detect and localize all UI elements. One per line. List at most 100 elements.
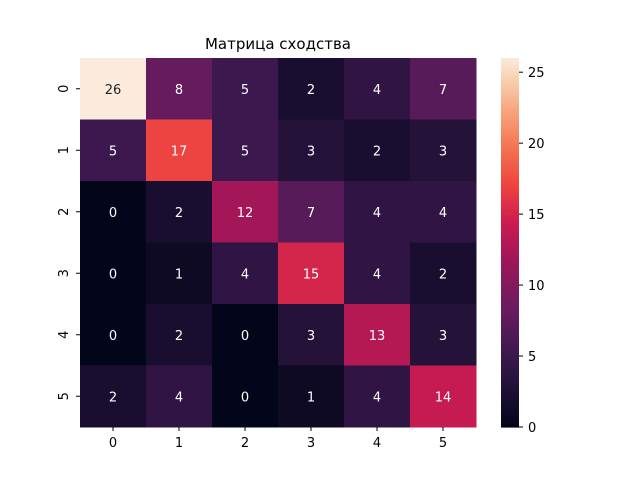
cell-value-label: 7	[307, 206, 315, 221]
cell-value-label: 14	[435, 390, 452, 405]
heatmap-cell	[278, 119, 345, 182]
colorbar-segment	[501, 150, 519, 154]
heatmap-cell	[212, 119, 279, 182]
colorbar-segment	[501, 67, 519, 71]
cell-value-label: 1	[175, 267, 183, 282]
colorbar-segment	[501, 107, 519, 111]
colorbar-tick-label: 5	[528, 350, 536, 365]
colorbar-segment	[501, 257, 519, 262]
cell-value-label: 5	[109, 144, 117, 159]
colorbar-segment	[501, 245, 519, 250]
colorbar-tick-label: 20	[528, 137, 545, 152]
colorbar-segment	[501, 196, 519, 201]
colorbar-segment	[501, 340, 519, 345]
colorbar-segment	[501, 322, 519, 327]
colorbar-segment	[501, 264, 519, 268]
colorbar-segment	[501, 316, 519, 320]
cell-value-label: 3	[307, 144, 315, 159]
colorbar-segment	[501, 88, 519, 93]
colorbar-segment	[501, 396, 519, 400]
heatmap-cell	[146, 242, 213, 305]
colorbar-segment	[501, 110, 519, 114]
heatmap-cell	[80, 365, 147, 428]
colorbar-segment	[501, 205, 519, 210]
heatmap-cell	[146, 58, 213, 120]
colorbar-segment	[501, 61, 519, 65]
colorbar-segment	[501, 134, 519, 139]
colorbar-segment	[501, 297, 519, 302]
y-tick-label: 0	[57, 85, 72, 93]
colorbar-segment	[501, 270, 519, 274]
cell-value-label: 5	[241, 83, 249, 98]
colorbar-segment	[501, 328, 519, 333]
colorbar-segment	[501, 104, 519, 108]
colorbar-segment	[501, 156, 519, 161]
heatmap-cell	[410, 365, 477, 428]
colorbar-segment	[501, 393, 519, 397]
x-tick-label: 4	[373, 436, 381, 451]
colorbar-segment	[501, 350, 519, 354]
colorbar-segment	[501, 399, 519, 403]
colorbar-segment	[501, 380, 519, 385]
colorbar-segment	[501, 193, 519, 197]
colorbar-segment	[501, 97, 519, 102]
colorbar-segment	[501, 177, 519, 182]
colorbar-segment	[501, 233, 519, 237]
heatmap-cell	[146, 181, 213, 243]
heatmap-cell	[410, 58, 477, 120]
heatmap-cell	[212, 304, 279, 366]
heatmap-cell	[344, 304, 411, 366]
colorbar-segment	[501, 217, 519, 222]
heatmap-cell	[410, 181, 477, 243]
colorbar-segment	[501, 190, 519, 194]
cell-value-label: 4	[439, 206, 447, 221]
y-tick-label: 3	[57, 269, 72, 277]
colorbar-segment	[501, 125, 519, 130]
cell-value-label: 3	[439, 329, 447, 344]
colorbar-segment	[501, 411, 519, 416]
cell-value-label: 0	[109, 329, 117, 344]
heatmap-cell	[212, 58, 279, 120]
colorbar-segment	[501, 153, 519, 157]
colorbar-segment	[501, 310, 519, 314]
colorbar-segment	[501, 181, 519, 185]
heatmap-cell	[278, 181, 345, 243]
colorbar-segment	[501, 420, 519, 425]
heatmap-cells: 26 8 5 2 4 75 17 5 3 2 30 2 12 7 4 40 1 4 15 4 20 2 0 3 13 32 4 0 1 4…	[80, 58, 477, 428]
x-tick-label: 3	[307, 436, 315, 451]
colorbar-segment	[501, 58, 519, 62]
heatmap-cell	[212, 181, 279, 243]
colorbar-segment	[501, 383, 519, 388]
colorbar-segment	[501, 377, 519, 382]
colorbar-segment	[501, 279, 519, 284]
colorbar-segment	[501, 347, 519, 351]
x-axis: 0 1 2 3 4 5	[109, 427, 447, 451]
cell-value-label: 2	[373, 144, 381, 159]
cell-value-label: 8	[175, 83, 183, 98]
colorbar-segment	[501, 334, 519, 339]
colorbar-segment	[501, 365, 519, 370]
colorbar-segment	[501, 331, 519, 336]
colorbar-segment	[501, 199, 519, 204]
heatmap-cell	[410, 304, 477, 366]
y-tick-label: 1	[57, 146, 72, 154]
cell-value-label: 2	[109, 390, 117, 405]
heatmap-cell	[212, 365, 279, 428]
colorbar-tick-label: 25	[528, 66, 545, 81]
colorbar-segment	[501, 230, 519, 234]
cell-value-label: 17	[171, 144, 188, 159]
colorbar-segment	[501, 353, 519, 357]
colorbar-segment	[501, 224, 519, 228]
colorbar-segment	[501, 128, 519, 133]
colorbar-tick-label: 0	[528, 421, 536, 436]
colorbar-segment	[501, 291, 519, 296]
colorbar-tick-label: 15	[528, 208, 545, 223]
colorbar-segment	[501, 414, 519, 419]
colorbar-segment	[501, 131, 519, 136]
colorbar-segment	[501, 390, 519, 394]
heatmap-cell	[410, 242, 477, 305]
colorbar-segment	[501, 122, 519, 127]
colorbar-segment	[501, 273, 519, 277]
